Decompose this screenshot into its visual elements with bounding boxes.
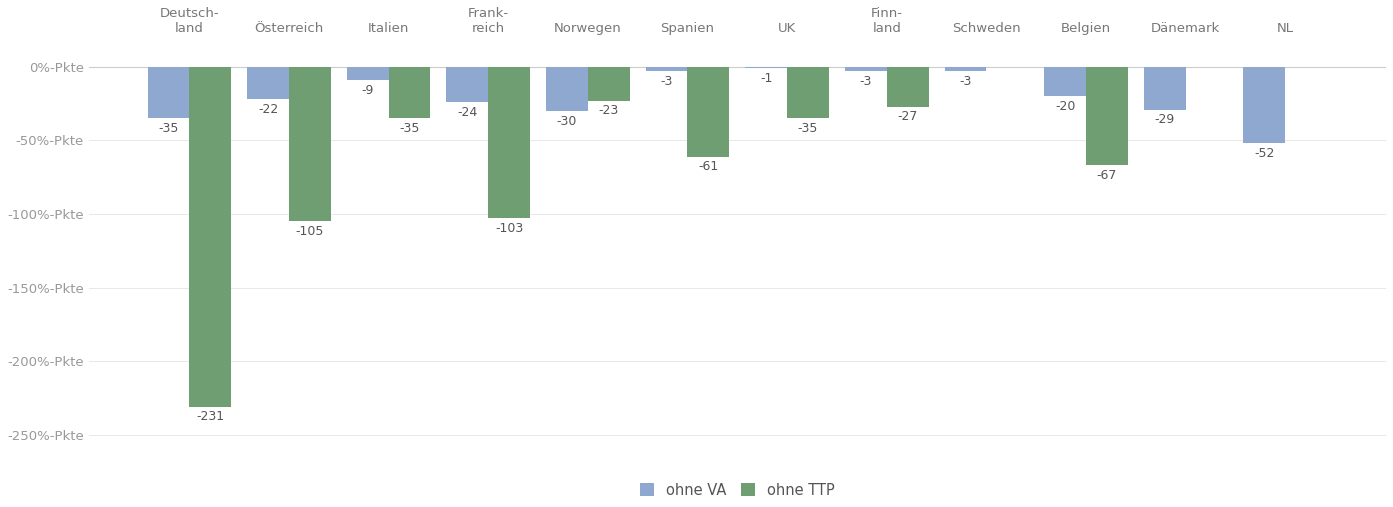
Bar bbox=[347, 67, 389, 80]
Text: -27: -27 bbox=[897, 111, 918, 123]
Bar bbox=[488, 67, 531, 219]
Text: -35: -35 bbox=[400, 122, 419, 135]
Bar bbox=[247, 67, 288, 99]
Text: -67: -67 bbox=[1096, 169, 1117, 182]
Bar bbox=[944, 67, 986, 71]
Bar bbox=[546, 67, 588, 111]
Bar bbox=[1144, 67, 1185, 110]
Bar bbox=[645, 67, 688, 71]
Text: -3: -3 bbox=[859, 75, 872, 88]
Bar bbox=[787, 67, 829, 119]
Text: -9: -9 bbox=[362, 84, 373, 97]
Bar bbox=[745, 67, 787, 68]
Text: -61: -61 bbox=[698, 160, 719, 173]
Bar bbox=[389, 67, 430, 119]
Text: -231: -231 bbox=[196, 410, 224, 423]
Bar bbox=[1087, 67, 1128, 165]
Text: -35: -35 bbox=[798, 122, 818, 135]
Text: -23: -23 bbox=[599, 104, 618, 118]
Text: -24: -24 bbox=[457, 106, 478, 119]
Bar bbox=[189, 67, 231, 407]
Bar bbox=[1045, 67, 1087, 96]
Text: -22: -22 bbox=[258, 103, 279, 116]
Text: -1: -1 bbox=[761, 72, 772, 85]
Text: -3: -3 bbox=[960, 75, 972, 88]
Bar bbox=[846, 67, 887, 71]
Legend: ohne VA, ohne TTP: ohne VA, ohne TTP bbox=[634, 477, 841, 503]
Text: -105: -105 bbox=[295, 225, 325, 238]
Bar bbox=[148, 67, 189, 119]
Bar bbox=[1244, 67, 1286, 143]
Bar bbox=[588, 67, 630, 101]
Text: -103: -103 bbox=[495, 222, 524, 235]
Bar bbox=[688, 67, 730, 157]
Text: -52: -52 bbox=[1254, 147, 1275, 160]
Bar bbox=[288, 67, 332, 222]
Text: -3: -3 bbox=[660, 75, 673, 88]
Text: -35: -35 bbox=[159, 122, 178, 135]
Bar bbox=[887, 67, 929, 106]
Text: -29: -29 bbox=[1155, 113, 1174, 126]
Text: -20: -20 bbox=[1055, 100, 1075, 113]
Bar bbox=[446, 67, 488, 102]
Text: -30: -30 bbox=[557, 115, 577, 128]
